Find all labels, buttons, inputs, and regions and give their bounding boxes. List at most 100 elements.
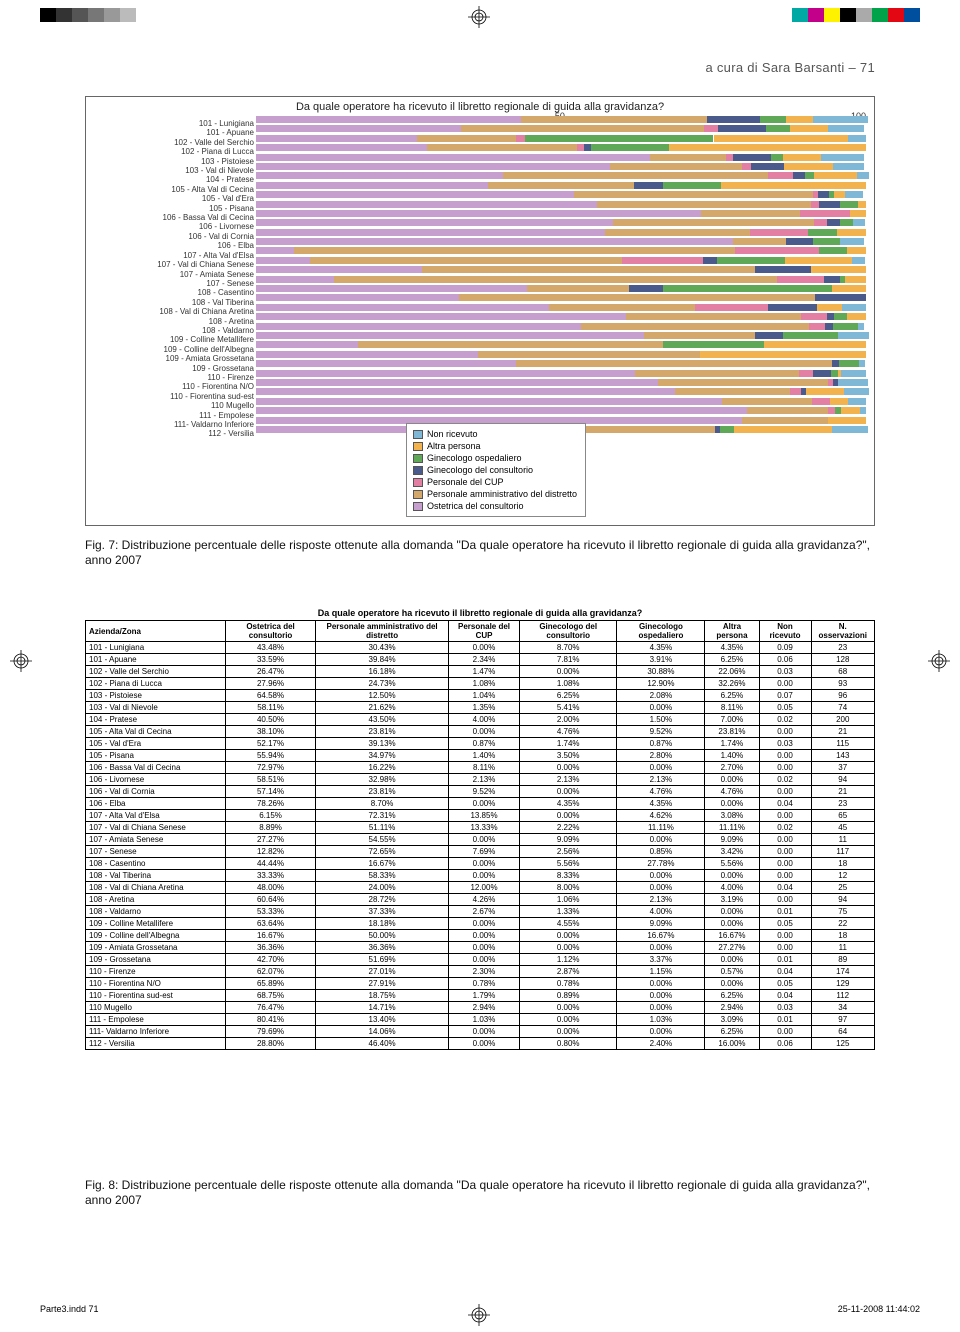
table-cell: 4.76% <box>519 726 616 738</box>
table-cell: 0.00% <box>617 870 705 882</box>
table-cell: 62.07% <box>226 966 316 978</box>
table-cell: 105 - Val d'Era <box>86 738 226 750</box>
table-cell: 0.85% <box>617 846 705 858</box>
table-cell: 23.81% <box>705 726 759 738</box>
table-cell: 16.00% <box>705 1038 759 1050</box>
y-label: 106 - Livornese <box>94 222 254 231</box>
table-cell: 13.40% <box>316 1014 449 1026</box>
table-cell: 0.00% <box>449 834 520 846</box>
table-cell: 0.06 <box>759 1038 811 1050</box>
table-cell: 110 - Fiorentina N/O <box>86 978 226 990</box>
bar-row <box>256 397 866 406</box>
table-cell: 0.01 <box>759 1014 811 1026</box>
table-cell: 16.67% <box>705 930 759 942</box>
table-cell: 9.09% <box>519 834 616 846</box>
table-cell: 0.80% <box>519 1038 616 1050</box>
table-cell: 0.57% <box>705 966 759 978</box>
table-cell: 27.78% <box>617 858 705 870</box>
table-cell: 1.74% <box>705 738 759 750</box>
table-cell: 58.11% <box>226 702 316 714</box>
y-label: 107 - Senese <box>94 279 254 288</box>
colorbar-left <box>40 8 136 22</box>
table-cell: 0.00% <box>617 1002 705 1014</box>
table-cell: 7.81% <box>519 654 616 666</box>
table-cell: 0.02 <box>759 822 811 834</box>
table-cell: 22 <box>811 918 875 930</box>
table-cell: 0.00 <box>759 834 811 846</box>
table-cell: 0.00 <box>759 930 811 942</box>
legend-item: Personale amministrativo del distretto <box>413 488 577 500</box>
table-cell: 6.15% <box>226 810 316 822</box>
data-table: Azienda/ZonaOstetrica del consultorioPer… <box>85 620 875 1050</box>
table-cell: 8.70% <box>519 642 616 654</box>
bar-row <box>256 322 866 331</box>
table-cell: 2.00% <box>519 714 616 726</box>
table-cell: 2.70% <box>705 762 759 774</box>
y-label: 108 - Aretina <box>94 317 254 326</box>
table-cell: 0.00% <box>519 786 616 798</box>
table-cell: 37.33% <box>316 906 449 918</box>
table-cell: 4.35% <box>519 798 616 810</box>
bar-row <box>256 293 866 302</box>
table-cell: 0.87% <box>449 738 520 750</box>
table-cell: 0.00% <box>705 978 759 990</box>
table-cell: 6.25% <box>705 690 759 702</box>
table-cell: 16.67% <box>617 930 705 942</box>
figure-caption-8: Fig. 8: Distribuzione percentuale delle … <box>85 1178 875 1208</box>
table-row: 110 Mugello76.47%14.71%2.94%0.00%0.00%2.… <box>86 1002 875 1014</box>
table-cell: 24.73% <box>316 678 449 690</box>
y-label: 111 - Empolese <box>94 411 254 420</box>
table-cell: 0.00% <box>705 918 759 930</box>
table-cell: 6.25% <box>519 690 616 702</box>
table-cell: 8.70% <box>316 798 449 810</box>
table-row: 110 - Fiorentina sud-est68.75%18.75%1.79… <box>86 990 875 1002</box>
table-cell: 52.17% <box>226 738 316 750</box>
table-title: Da quale operatore ha ricevuto il libret… <box>85 608 875 618</box>
table-cell: 5.41% <box>519 702 616 714</box>
table-cell: 6.25% <box>705 1026 759 1038</box>
table-cell: 2.13% <box>519 774 616 786</box>
y-label: 112 - Versilia <box>94 429 254 438</box>
table-cell: 9.09% <box>617 918 705 930</box>
table-cell: 1.74% <box>519 738 616 750</box>
y-label: 102 - Piana di Lucca <box>94 147 254 156</box>
y-label: 106 - Elba <box>94 241 254 250</box>
table-cell: 1.40% <box>705 750 759 762</box>
y-label: 105 - Alta Val di Cecina <box>94 185 254 194</box>
table-cell: 109 - Colline Metallifere <box>86 918 226 930</box>
table-cell: 3.08% <box>705 810 759 822</box>
table-cell: 27.01% <box>316 966 449 978</box>
table-cell: 0.05 <box>759 918 811 930</box>
table-row: 102 - Piana di Lucca27.96%24.73%1.08%1.0… <box>86 678 875 690</box>
table-row: 109 - Amiata Grossetana36.36%36.36%0.00%… <box>86 942 875 954</box>
legend-item: Personale del CUP <box>413 476 577 488</box>
table-cell: 1.03% <box>617 1014 705 1026</box>
y-label: 107 - Amiata Senese <box>94 270 254 279</box>
table-cell: 43.48% <box>226 642 316 654</box>
table-cell: 4.00% <box>617 906 705 918</box>
table-cell: 37 <box>811 762 875 774</box>
table-cell: 58.33% <box>316 870 449 882</box>
table-cell: 2.94% <box>705 1002 759 1014</box>
table-row: 108 - Valdarno53.33%37.33%2.67%1.33%4.00… <box>86 906 875 918</box>
bar-row <box>256 143 866 152</box>
table-row: 103 - Val di Nievole58.11%21.62%1.35%5.4… <box>86 702 875 714</box>
y-label: 106 - Val di Cornia <box>94 232 254 241</box>
table-cell: 60.64% <box>226 894 316 906</box>
bar-row <box>256 237 866 246</box>
bar-row <box>256 303 866 312</box>
table-cell: 22.06% <box>705 666 759 678</box>
table-cell: 9.09% <box>705 834 759 846</box>
table-cell: 0.00% <box>519 1002 616 1014</box>
table-cell: 200 <box>811 714 875 726</box>
y-label: 108 - Casentino <box>94 288 254 297</box>
table-cell: 4.62% <box>617 810 705 822</box>
table-cell: 0.00% <box>449 726 520 738</box>
table-cell: 51.11% <box>316 822 449 834</box>
table-header: Personale amministrativo del distretto <box>316 621 449 642</box>
table-cell: 23.81% <box>316 786 449 798</box>
table-row: 104 - Pratese40.50%43.50%4.00%2.00%1.50%… <box>86 714 875 726</box>
bar-row <box>256 153 866 162</box>
table-row: 110 - Fiorentina N/O65.89%27.91%0.78%0.7… <box>86 978 875 990</box>
footer-left: Parte3.indd 71 <box>40 1304 99 1314</box>
